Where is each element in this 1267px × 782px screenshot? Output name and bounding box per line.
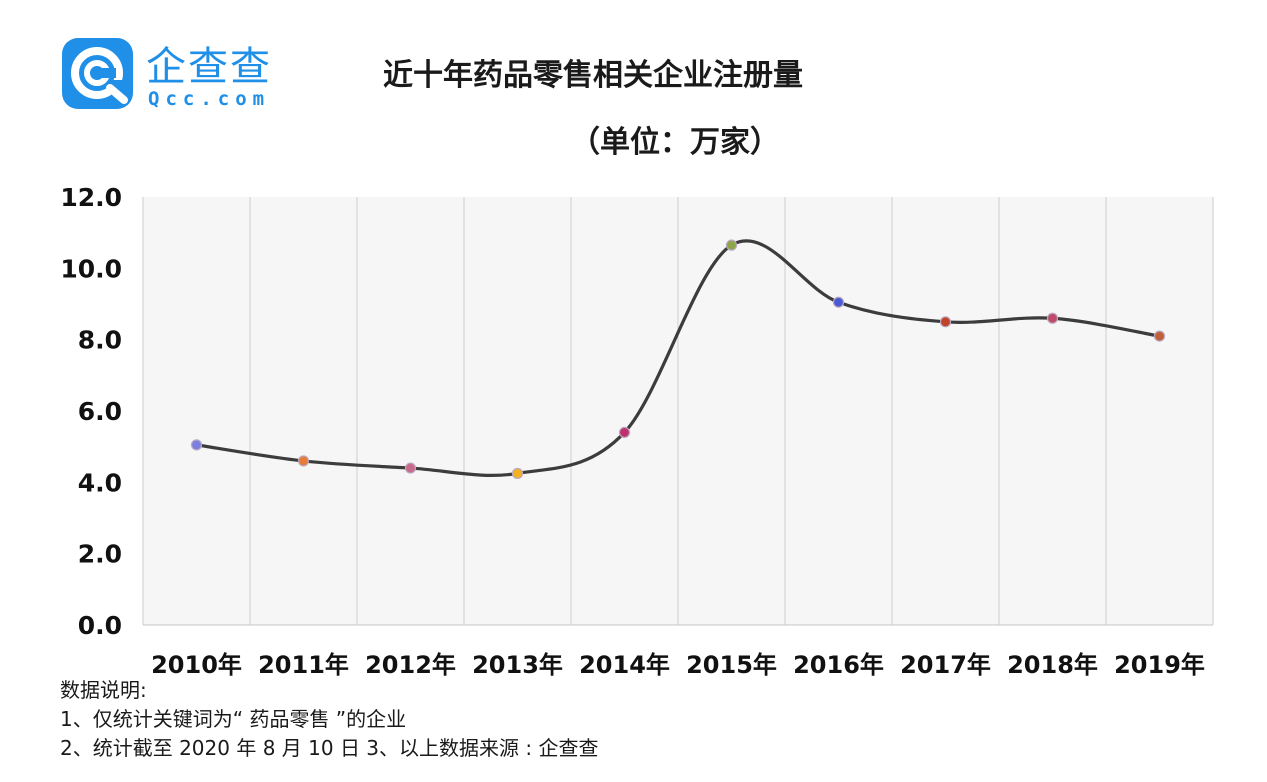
y-tick-label: 0.0 xyxy=(78,611,122,640)
x-tick-label: 2014年 xyxy=(579,651,670,679)
y-tick-label: 8.0 xyxy=(78,326,122,355)
x-tick-label: 2011年 xyxy=(258,651,349,679)
y-tick-label: 2.0 xyxy=(78,540,122,569)
x-tick-label: 2015年 xyxy=(686,651,777,679)
qcc-logo: 企查查 Qcc.com xyxy=(62,38,292,114)
line-chart: 0.0 2.0 4.0 6.0 8.0 10.0 12.0 2010年 2011年 2012年 20… xyxy=(60,183,1214,679)
series-line xyxy=(196,239,1160,477)
x-tick-label: 2012年 xyxy=(365,651,456,679)
x-tick-label: 2019年 xyxy=(1114,651,1205,679)
y-tick-label: 12.0 xyxy=(60,183,122,212)
x-tick-label: 2013年 xyxy=(472,651,563,679)
data-point xyxy=(1046,312,1059,324)
data-notes: 数据说明: 1、仅统计关键词为“ 药品零售 ”的企业 2、统计截至 2020 年… xyxy=(60,676,598,763)
y-tick-label: 10.0 xyxy=(60,254,122,283)
data-point xyxy=(404,462,417,474)
data-point xyxy=(832,296,845,308)
data-point xyxy=(190,439,203,451)
x-tick-label: 2018年 xyxy=(1007,651,1098,679)
brand-name-en: Qcc.com xyxy=(148,88,271,110)
y-tick-label: 4.0 xyxy=(78,468,122,497)
qcc-logo-icon xyxy=(62,38,133,109)
x-tick-label: 2017年 xyxy=(900,651,991,679)
data-point xyxy=(511,467,524,480)
y-tick-label: 6.0 xyxy=(78,397,122,426)
x-tick-label: 2010年 xyxy=(151,651,242,679)
data-point xyxy=(939,316,952,328)
chart-subtitle: （单位：万家） xyxy=(570,125,780,160)
data-point xyxy=(297,455,310,467)
notes-line-1: 1、仅统计关键词为“ 药品零售 ”的企业 xyxy=(60,707,407,731)
data-point xyxy=(618,426,631,438)
notes-heading: 数据说明: xyxy=(60,678,147,702)
notes-line-2: 2、统计截至 2020 年 8 月 10 日 3、以上数据来源 : 企查查 xyxy=(60,736,599,760)
data-point xyxy=(1153,330,1166,342)
data-point xyxy=(725,239,738,251)
brand-name-cn: 企查查 xyxy=(146,44,272,90)
x-tick-label: 2016年 xyxy=(793,651,884,679)
chart-title: 近十年药品零售相关企业注册量 xyxy=(383,58,803,93)
